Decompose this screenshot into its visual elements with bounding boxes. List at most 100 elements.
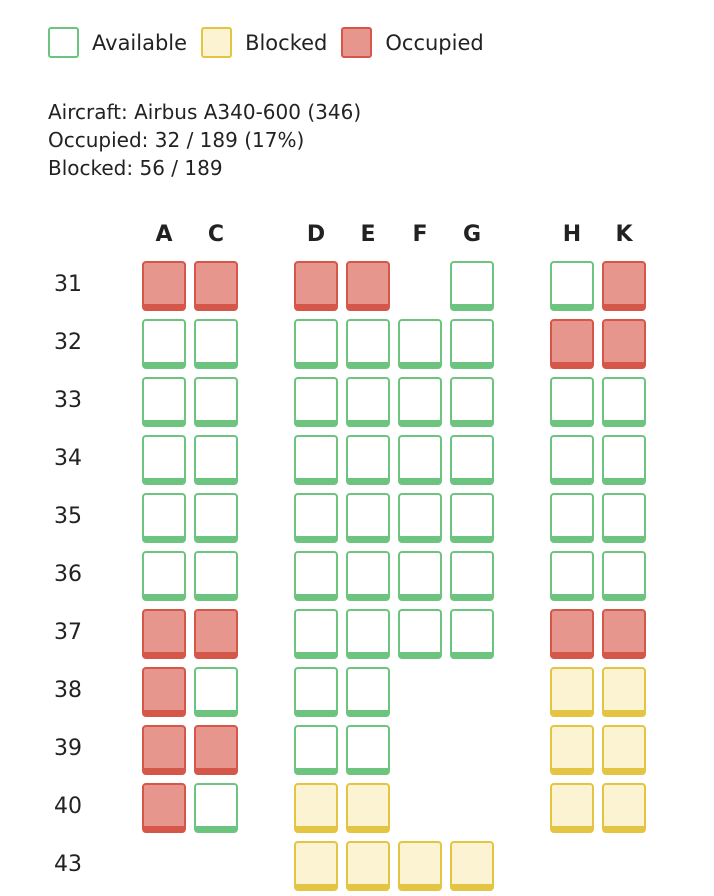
seat-40k[interactable] [602, 783, 646, 833]
seat-36g[interactable] [450, 551, 494, 601]
seat-38h[interactable] [550, 667, 594, 717]
seat-36a[interactable] [142, 551, 186, 601]
column-header-e: E [360, 222, 376, 247]
seat-37d[interactable] [294, 609, 338, 659]
seat-31k[interactable] [602, 261, 646, 311]
column-header-k: K [615, 222, 633, 247]
seat-35c[interactable] [194, 493, 238, 543]
seat-32e[interactable] [346, 319, 390, 369]
seat-33h[interactable] [550, 377, 594, 427]
seat-34h[interactable] [550, 435, 594, 485]
column-header-c: C [207, 222, 225, 247]
seat-34d[interactable] [294, 435, 338, 485]
seat-34g[interactable] [450, 435, 494, 485]
seat-33d[interactable] [294, 377, 338, 427]
legend-item-available: Available [48, 27, 187, 58]
blocked-count: Blocked: 56 / 189 [48, 156, 223, 180]
column-header-f: F [412, 222, 428, 247]
seat-33f[interactable] [398, 377, 442, 427]
seat-32a[interactable] [142, 319, 186, 369]
seat-40c[interactable] [194, 783, 238, 833]
seat-32f[interactable] [398, 319, 442, 369]
seat-37e[interactable] [346, 609, 390, 659]
seat-38d[interactable] [294, 667, 338, 717]
seat-32g[interactable] [450, 319, 494, 369]
seat-43f[interactable] [398, 841, 442, 891]
seat-36e[interactable] [346, 551, 390, 601]
column-header-g: G [462, 222, 482, 247]
seat-32h[interactable] [550, 319, 594, 369]
seat-38a[interactable] [142, 667, 186, 717]
seat-32k[interactable] [602, 319, 646, 369]
seat-43e[interactable] [346, 841, 390, 891]
seat-33k[interactable] [602, 377, 646, 427]
seat-39a[interactable] [142, 725, 186, 775]
seat-39c[interactable] [194, 725, 238, 775]
seat-38e[interactable] [346, 667, 390, 717]
seat-36f[interactable] [398, 551, 442, 601]
seat-37a[interactable] [142, 609, 186, 659]
seat-35g[interactable] [450, 493, 494, 543]
seat-40e[interactable] [346, 783, 390, 833]
seat-40h[interactable] [550, 783, 594, 833]
row-label-35: 35 [54, 504, 82, 529]
seat-35d[interactable] [294, 493, 338, 543]
seat-32c[interactable] [194, 319, 238, 369]
seat-31e[interactable] [346, 261, 390, 311]
seat-34a[interactable] [142, 435, 186, 485]
seat-36k[interactable] [602, 551, 646, 601]
seat-32d[interactable] [294, 319, 338, 369]
seat-37k[interactable] [602, 609, 646, 659]
seat-35e[interactable] [346, 493, 390, 543]
seat-34e[interactable] [346, 435, 390, 485]
seat-34c[interactable] [194, 435, 238, 485]
legend-label-available: Available [92, 30, 188, 55]
seat-31c[interactable] [194, 261, 238, 311]
seat-33e[interactable] [346, 377, 390, 427]
seat-37h[interactable] [550, 609, 594, 659]
legend-swatch-available [48, 27, 79, 58]
seat-40a[interactable] [142, 783, 186, 833]
seat-36h[interactable] [550, 551, 594, 601]
seat-31g[interactable] [450, 261, 494, 311]
row-label-32: 32 [54, 330, 82, 355]
seat-33a[interactable] [142, 377, 186, 427]
seat-39d[interactable] [294, 725, 338, 775]
seat-33g[interactable] [450, 377, 494, 427]
seat-35a[interactable] [142, 493, 186, 543]
seat-40d[interactable] [294, 783, 338, 833]
seat-37g[interactable] [450, 609, 494, 659]
seat-34k[interactable] [602, 435, 646, 485]
seat-31d[interactable] [294, 261, 338, 311]
seat-39k[interactable] [602, 725, 646, 775]
seat-35f[interactable] [398, 493, 442, 543]
flight-info: Aircraft: Airbus A340-600 (346) Occupied… [48, 98, 361, 182]
seat-31a[interactable] [142, 261, 186, 311]
seat-39h[interactable] [550, 725, 594, 775]
row-label-31: 31 [54, 272, 82, 297]
legend-item-occupied: Occupied [341, 27, 484, 58]
row-label-36: 36 [54, 562, 82, 587]
seat-38c[interactable] [194, 667, 238, 717]
seat-38k[interactable] [602, 667, 646, 717]
row-label-43: 43 [54, 852, 82, 877]
seat-35k[interactable] [602, 493, 646, 543]
seat-36d[interactable] [294, 551, 338, 601]
seat-34f[interactable] [398, 435, 442, 485]
seat-33c[interactable] [194, 377, 238, 427]
seat-43d[interactable] [294, 841, 338, 891]
legend-item-blocked: Blocked [201, 27, 327, 58]
seat-37c[interactable] [194, 609, 238, 659]
legend-label-occupied: Occupied [385, 30, 484, 55]
seat-43g[interactable] [450, 841, 494, 891]
seat-31h[interactable] [550, 261, 594, 311]
seat-36c[interactable] [194, 551, 238, 601]
seat-37f[interactable] [398, 609, 442, 659]
seat-39e[interactable] [346, 725, 390, 775]
seat-35h[interactable] [550, 493, 594, 543]
aircraft-info: Aircraft: Airbus A340-600 (346) [48, 100, 362, 124]
row-label-34: 34 [54, 446, 82, 471]
column-header-d: D [306, 222, 326, 247]
column-header-a: A [155, 222, 173, 247]
